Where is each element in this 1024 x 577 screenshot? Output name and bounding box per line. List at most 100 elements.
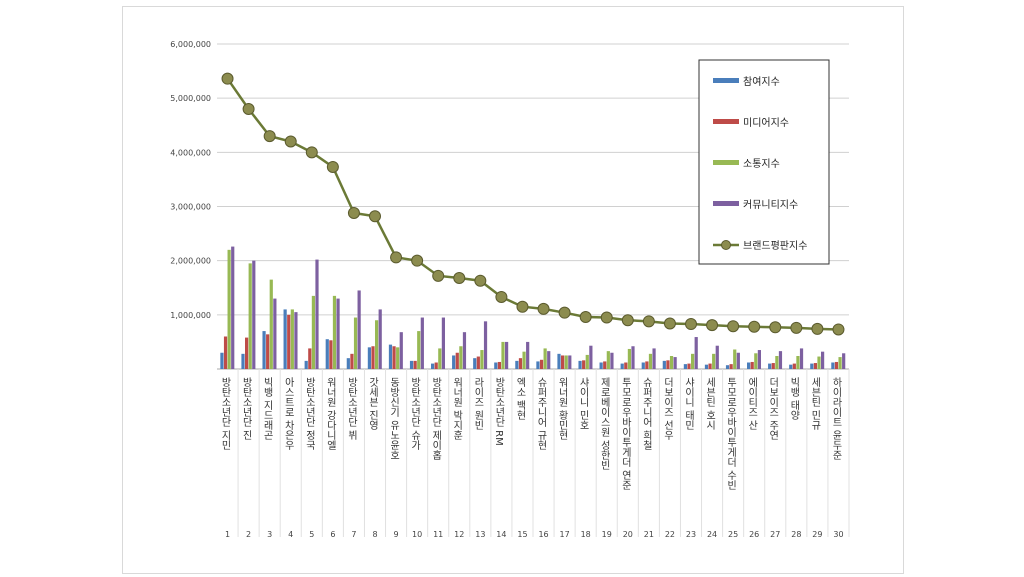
brand-index-point-23 bbox=[685, 318, 697, 331]
bar-1-19 bbox=[599, 362, 603, 369]
x-category-label: 동방신기 유노윤호 bbox=[388, 377, 400, 460]
bar-1-15 bbox=[515, 360, 519, 369]
x-category-label: 빅뱅 태양 bbox=[788, 377, 800, 420]
x-category-label: 샤이니 민호 bbox=[577, 377, 589, 430]
bar-2-11 bbox=[434, 362, 438, 369]
bar-2-23 bbox=[687, 363, 691, 369]
bar-3-3 bbox=[269, 279, 273, 369]
bar-2-16 bbox=[539, 359, 544, 369]
bar-2-2 bbox=[245, 337, 249, 369]
bar-4-9 bbox=[399, 332, 403, 369]
brand-index-point-21 bbox=[642, 315, 655, 328]
y-tick-label: 1,000,000 bbox=[170, 311, 211, 320]
brand-index-point-24 bbox=[706, 319, 719, 332]
bar-4-4 bbox=[294, 312, 298, 369]
bar-2-29 bbox=[813, 363, 817, 369]
bar-4-30 bbox=[842, 353, 846, 369]
x-category-label: 방탄소년단 지민 bbox=[219, 377, 231, 450]
bar-1-11 bbox=[431, 363, 435, 369]
chart-frame: 6,000,000 5,000,000 4,000,000 3,000,000 2,00… bbox=[122, 6, 904, 574]
bar-4-7 bbox=[357, 290, 361, 369]
x-category-label: 방탄소년단 제이홉 bbox=[430, 377, 442, 460]
bar-4-29 bbox=[821, 351, 825, 369]
x-index-label: 18 bbox=[581, 530, 591, 539]
x-category-label: 빅뱅 지드래곤 bbox=[261, 377, 273, 440]
legend-swatch-marker bbox=[721, 240, 731, 250]
bar-2-10 bbox=[413, 360, 417, 369]
bar-1-18 bbox=[578, 360, 582, 369]
bar-1-7 bbox=[346, 358, 350, 369]
bar-2-19 bbox=[603, 361, 607, 369]
legend-label: 소통지수 bbox=[743, 158, 780, 170]
x-category-label: 갓세븐 진영 bbox=[367, 377, 379, 430]
x-category-label: 방탄소년단 정국 bbox=[303, 377, 315, 451]
bar-1-16 bbox=[536, 361, 540, 369]
bar-4-10 bbox=[420, 317, 424, 369]
bar-1-13 bbox=[473, 358, 477, 369]
brand-index-point-10 bbox=[411, 254, 424, 267]
bar-4-2 bbox=[252, 260, 256, 369]
x-category-label: 샤이니 태민 bbox=[683, 377, 695, 430]
x-category-label: 에이티즈 산 bbox=[746, 377, 758, 430]
brand-index-point-13 bbox=[474, 274, 487, 287]
x-index-label: 4 bbox=[288, 530, 293, 539]
bar-4-6 bbox=[336, 298, 340, 369]
bar-2-18 bbox=[582, 360, 586, 369]
bar-4-23 bbox=[694, 337, 698, 369]
x-index-label: 15 bbox=[517, 530, 527, 539]
brand-index-point-6 bbox=[326, 160, 339, 173]
bar-4-8 bbox=[378, 309, 382, 369]
x-category-label: 더보이즈 주연 bbox=[767, 377, 779, 440]
x-category-label: 방탄소년단 진 bbox=[240, 377, 252, 440]
brand-index-point-9 bbox=[390, 251, 403, 264]
bar-1-4 bbox=[283, 309, 287, 369]
bar-4-27 bbox=[778, 351, 783, 369]
brand-index-point-19 bbox=[600, 311, 613, 324]
bar-1-23 bbox=[683, 364, 687, 369]
brand-index-point-25 bbox=[727, 320, 740, 333]
bar-2-26 bbox=[750, 361, 754, 369]
bar-4-13 bbox=[483, 321, 488, 369]
brand-index-point-4 bbox=[284, 135, 297, 148]
x-index-label: 1 bbox=[225, 530, 230, 539]
brand-index-point-11 bbox=[432, 269, 445, 282]
x-index-label: 9 bbox=[394, 530, 399, 539]
bar-3-11 bbox=[438, 348, 442, 369]
x-category-label: 슈퍼주니어 희철 bbox=[640, 377, 652, 450]
bar-4-3 bbox=[273, 298, 277, 369]
x-category-label: 워너원 강다니엘 bbox=[324, 376, 336, 450]
bar-2-30 bbox=[834, 361, 839, 369]
bar-4-14 bbox=[505, 341, 509, 369]
bar-1-8 bbox=[367, 347, 371, 369]
x-index-label: 6 bbox=[330, 530, 335, 539]
bar-4-25 bbox=[736, 352, 740, 369]
x-category-label: 더보이즈 선우 bbox=[661, 377, 673, 441]
x-index-label: 22 bbox=[665, 530, 675, 539]
bar-2-9 bbox=[392, 346, 396, 369]
bar-4-19 bbox=[610, 352, 614, 369]
bar-1-1 bbox=[220, 352, 224, 369]
x-index-label: 11 bbox=[433, 530, 443, 539]
x-index-label: 3 bbox=[267, 530, 272, 539]
bar-3-21 bbox=[648, 353, 653, 369]
bar-4-17 bbox=[568, 355, 572, 369]
brand-index-point-1 bbox=[221, 72, 234, 85]
legend-swatch bbox=[713, 78, 739, 83]
x-index-label: 26 bbox=[749, 530, 759, 539]
x-index-label: 14 bbox=[496, 530, 506, 539]
bar-4-16 bbox=[547, 351, 551, 369]
x-index-label: 23 bbox=[686, 530, 696, 539]
bar-2-15 bbox=[518, 358, 523, 369]
bar-1-29 bbox=[810, 363, 814, 369]
bar-2-7 bbox=[350, 353, 354, 369]
x-index-label: 21 bbox=[644, 530, 654, 539]
bar-3-10 bbox=[417, 331, 421, 369]
brand-index-point-3 bbox=[263, 130, 276, 143]
legend-label: 커뮤니티지수 bbox=[743, 199, 798, 211]
x-index-label: 28 bbox=[791, 530, 801, 539]
bar-3-18 bbox=[585, 354, 589, 369]
x-index-label: 27 bbox=[770, 530, 780, 539]
y-tick-label: 2,000,000 bbox=[170, 257, 211, 266]
bar-2-4 bbox=[287, 314, 291, 369]
